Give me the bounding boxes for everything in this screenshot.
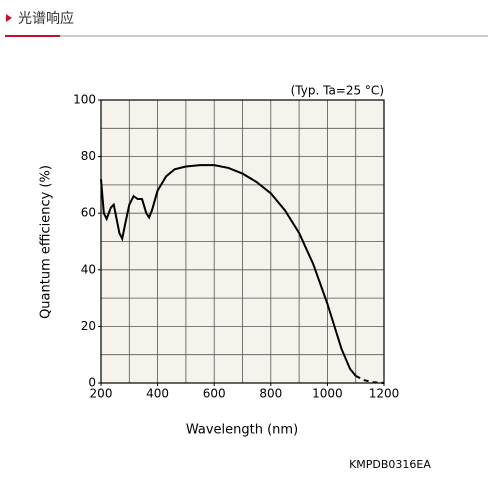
x-tick-label: 800 xyxy=(259,387,282,401)
y-tick-label: 40 xyxy=(81,262,96,276)
x-tick-label: 1200 xyxy=(369,387,400,401)
y-tick-label: 80 xyxy=(81,149,96,163)
x-tick-label: 1000 xyxy=(312,387,343,401)
header-icon xyxy=(6,14,12,22)
x-tick-label: 200 xyxy=(90,387,113,401)
plot-frame xyxy=(100,99,385,384)
y-axis-label: Quantum efficiency (%) xyxy=(39,165,54,319)
annotation: (Typ. Ta=25 °C) xyxy=(291,84,384,98)
line-series xyxy=(355,375,385,384)
y-tick-label: 100 xyxy=(73,93,96,107)
line-series xyxy=(100,164,357,377)
x-tick-label: 600 xyxy=(203,387,226,401)
header-title: 光谱响应 xyxy=(18,10,74,27)
y-tick-label: 0 xyxy=(88,376,96,390)
x-axis-label: Wavelength (nm) xyxy=(186,423,298,438)
y-tick-label: 20 xyxy=(81,319,96,333)
y-tick-label: 60 xyxy=(81,206,96,220)
caption: KMPDB0316EA xyxy=(349,458,431,471)
x-tick-label: 400 xyxy=(146,387,169,401)
plot: 200 400 600 800 1000 1200 0 20 40 60 80 100 xyxy=(73,93,399,401)
